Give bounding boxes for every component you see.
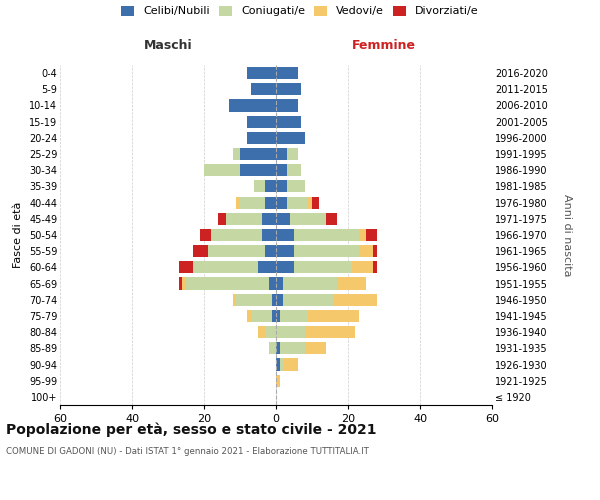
Bar [280,358,283,370]
Y-axis label: Anni di nascita: Anni di nascita [562,194,572,276]
Bar [276,164,287,176]
Bar [240,164,276,176]
Bar [283,294,334,306]
Bar [182,278,186,289]
Bar [247,310,251,322]
Legend: Celibi/Nubili, Coniugati/e, Vedovi/e, Divorziati/e: Celibi/Nubili, Coniugati/e, Vedovi/e, Di… [121,6,479,16]
Bar [265,326,276,338]
Bar [312,196,319,208]
Bar [204,164,240,176]
Bar [276,326,305,338]
Bar [258,326,265,338]
Bar [272,294,276,306]
Bar [352,262,373,274]
Bar [186,278,269,289]
Bar [265,180,276,192]
Bar [236,294,272,306]
Bar [251,83,276,96]
Bar [287,196,308,208]
Bar [373,262,377,274]
Bar [200,229,211,241]
Bar [366,229,377,241]
Bar [280,310,308,322]
Bar [305,326,355,338]
Bar [258,262,276,274]
Text: COMUNE DI GADONI (NU) - Dati ISTAT 1° gennaio 2021 - Elaborazione TUTTITALIA.IT: COMUNE DI GADONI (NU) - Dati ISTAT 1° ge… [6,448,369,456]
Bar [233,148,240,160]
Bar [226,212,262,225]
Bar [236,196,240,208]
Bar [290,212,326,225]
Bar [294,262,352,274]
Bar [276,245,294,258]
Bar [276,342,280,354]
Bar [280,342,305,354]
Bar [233,294,236,306]
Bar [337,278,366,289]
Bar [305,342,326,354]
Bar [247,116,276,128]
Bar [276,294,283,306]
Text: Femmine: Femmine [352,40,416,52]
Bar [276,212,290,225]
Bar [294,245,359,258]
Bar [276,148,287,160]
Bar [240,148,276,160]
Bar [262,212,276,225]
Bar [276,196,287,208]
Bar [276,278,283,289]
Bar [276,229,294,241]
Bar [247,67,276,79]
Bar [276,67,298,79]
Text: Popolazione per età, sesso e stato civile - 2021: Popolazione per età, sesso e stato civil… [6,422,377,437]
Bar [179,278,182,289]
Bar [208,245,265,258]
Bar [179,262,193,274]
Bar [247,132,276,144]
Bar [283,358,298,370]
Bar [229,100,276,112]
Bar [276,310,280,322]
Bar [359,245,373,258]
Bar [276,262,294,274]
Bar [265,245,276,258]
Bar [193,262,258,274]
Bar [334,294,377,306]
Bar [276,374,280,387]
Bar [254,180,265,192]
Bar [287,180,305,192]
Text: Maschi: Maschi [143,40,193,52]
Bar [276,100,298,112]
Bar [211,229,262,241]
Bar [276,132,305,144]
Bar [269,342,276,354]
Bar [265,196,276,208]
Bar [218,212,226,225]
Bar [308,196,312,208]
Bar [326,212,337,225]
Bar [240,196,265,208]
Bar [251,310,272,322]
Bar [308,310,359,322]
Bar [193,245,208,258]
Bar [276,116,301,128]
Bar [276,180,287,192]
Bar [294,229,359,241]
Bar [262,229,276,241]
Bar [287,164,301,176]
Y-axis label: Fasce di età: Fasce di età [13,202,23,268]
Bar [283,278,337,289]
Bar [276,83,301,96]
Bar [269,278,276,289]
Bar [359,229,366,241]
Bar [373,245,377,258]
Bar [272,310,276,322]
Bar [276,358,280,370]
Bar [287,148,298,160]
